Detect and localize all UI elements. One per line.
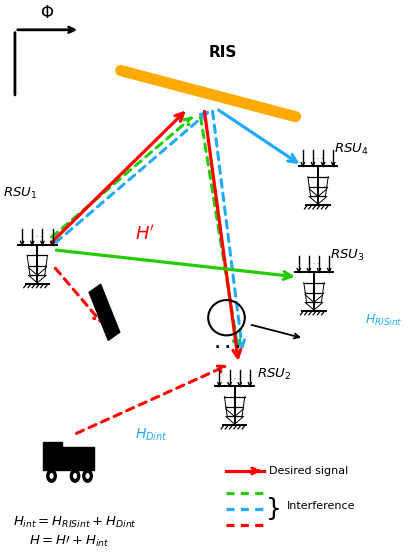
Polygon shape [63, 447, 94, 470]
Text: · · ·: · · · [215, 341, 241, 355]
Text: $H_{Dint}$: $H_{Dint}$ [135, 426, 168, 443]
Polygon shape [89, 284, 120, 341]
Circle shape [49, 473, 54, 479]
Circle shape [85, 473, 90, 479]
Text: $RSU_3$: $RSU_3$ [330, 248, 365, 263]
Text: RIS: RIS [208, 45, 236, 60]
Circle shape [47, 470, 56, 482]
Text: · · ·: · · · [229, 375, 240, 380]
Circle shape [83, 470, 92, 482]
Text: Desired signal: Desired signal [269, 466, 349, 476]
Text: $H = H\prime + H_{int}$: $H = H\prime + H_{int}$ [29, 534, 110, 549]
Text: $\Phi$: $\Phi$ [40, 4, 54, 22]
Text: $H_{RISint}$: $H_{RISint}$ [365, 313, 402, 328]
Text: $RSU_2$: $RSU_2$ [257, 367, 291, 383]
Text: · · ·: · · · [32, 234, 42, 240]
Text: Interference: Interference [287, 501, 355, 511]
Polygon shape [43, 443, 63, 470]
Text: $RSU_1$: $RSU_1$ [3, 186, 37, 201]
Circle shape [73, 473, 77, 479]
Text: $RSU_4$: $RSU_4$ [334, 142, 369, 157]
Text: }: } [266, 497, 282, 521]
Text: $H'$: $H'$ [135, 224, 155, 243]
Circle shape [70, 470, 80, 482]
Text: · · ·: · · · [309, 262, 319, 267]
Text: $H_{int} = H_{RISint} + H_{Dint}$: $H_{int} = H_{RISint} + H_{Dint}$ [13, 515, 137, 530]
Text: · · ·: · · · [313, 156, 323, 161]
